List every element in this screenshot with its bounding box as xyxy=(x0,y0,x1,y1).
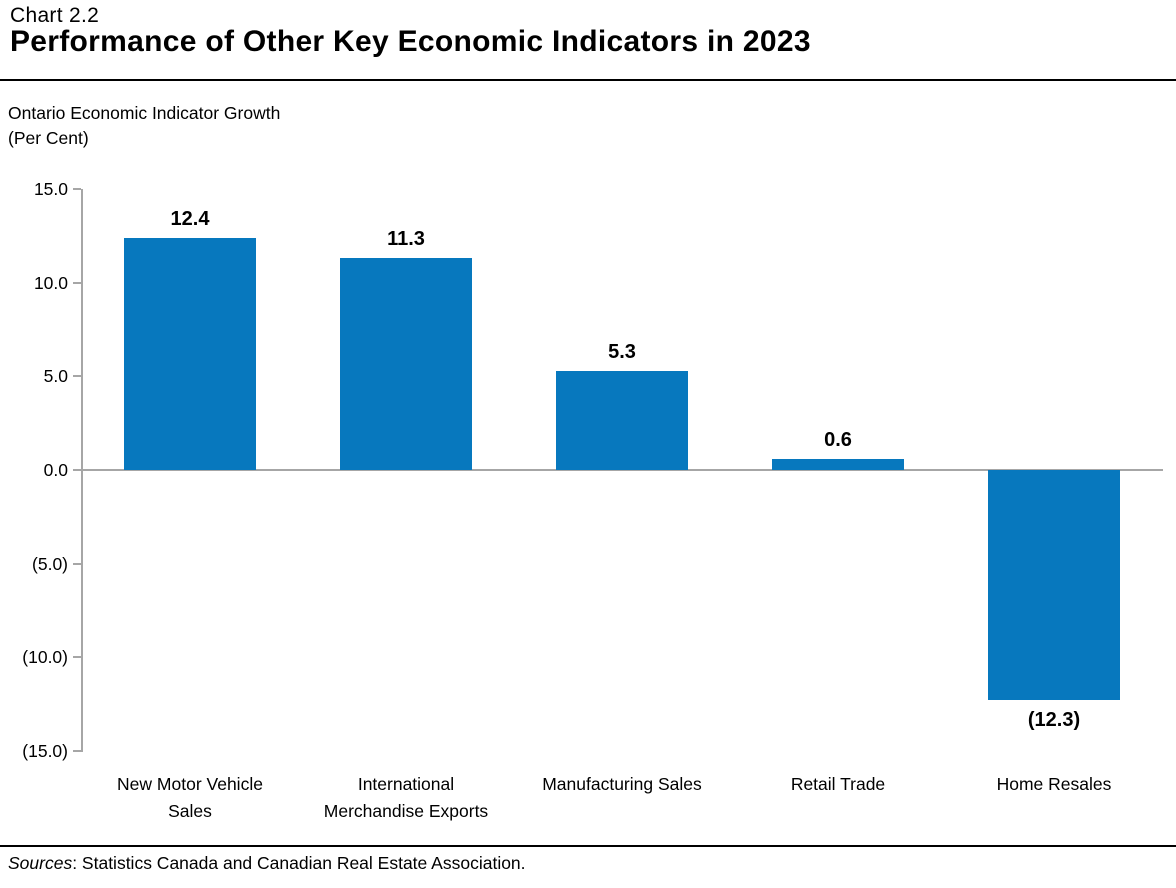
y-axis-tick xyxy=(73,562,81,565)
category-label: Home Resales xyxy=(996,774,1112,794)
sources-note: Sources: Statistics Canada and Canadian … xyxy=(8,853,526,874)
bar-5 xyxy=(988,470,1120,701)
y-axis-tick xyxy=(73,656,81,659)
bar-value-label: (12.3) xyxy=(1027,709,1081,732)
sources-label: Sources xyxy=(8,853,73,873)
bar-value-label: 5.3 xyxy=(608,340,636,363)
y-axis-tick xyxy=(73,750,81,752)
category-label: Manufacturing Sales xyxy=(542,774,702,794)
bar-value-label: 0.6 xyxy=(824,428,852,451)
zero-baseline xyxy=(81,469,1163,471)
bar-3 xyxy=(556,370,688,470)
y-axis-tick xyxy=(73,375,81,378)
bar-4 xyxy=(772,458,904,470)
y-axis-tick-label: 0.0 xyxy=(43,460,68,480)
y-axis-tick-label: (15.0) xyxy=(22,741,68,761)
bar-2 xyxy=(340,258,472,470)
y-axis-tick-label: 15.0 xyxy=(33,179,68,199)
title-divider xyxy=(0,79,1176,81)
sources-text: : Statistics Canada and Canadian Real Es… xyxy=(72,853,526,873)
y-axis-tick-label: 10.0 xyxy=(33,272,68,293)
category-label: International Merchandise Exports xyxy=(323,774,489,821)
chart-title: Performance of Other Key Economic Indica… xyxy=(10,25,811,58)
bar-value-label: 12.4 xyxy=(170,207,210,230)
bar-value-label: 11.3 xyxy=(387,228,425,251)
y-axis-tick xyxy=(73,469,81,471)
y-axis-tick-label: 5.0 xyxy=(43,366,68,387)
y-axis-tick-label: (10.0) xyxy=(22,647,68,668)
category-label: New Motor Vehicle Sales xyxy=(117,774,263,821)
footer-divider xyxy=(0,845,1176,847)
y-axis-tick xyxy=(73,188,81,190)
category-label: Retail Trade xyxy=(790,774,886,794)
y-axis-caption-line2: (Per Cent) xyxy=(8,128,89,148)
y-axis-tick xyxy=(73,281,81,284)
y-axis-tick-label: (5.0) xyxy=(32,553,68,574)
y-axis-caption: Ontario Economic Indicator Growth (Per C… xyxy=(8,101,280,151)
bar-1 xyxy=(124,237,256,470)
chart-number: Chart 2.2 xyxy=(10,4,100,27)
y-axis-caption-line1: Ontario Economic Indicator Growth xyxy=(8,103,281,123)
